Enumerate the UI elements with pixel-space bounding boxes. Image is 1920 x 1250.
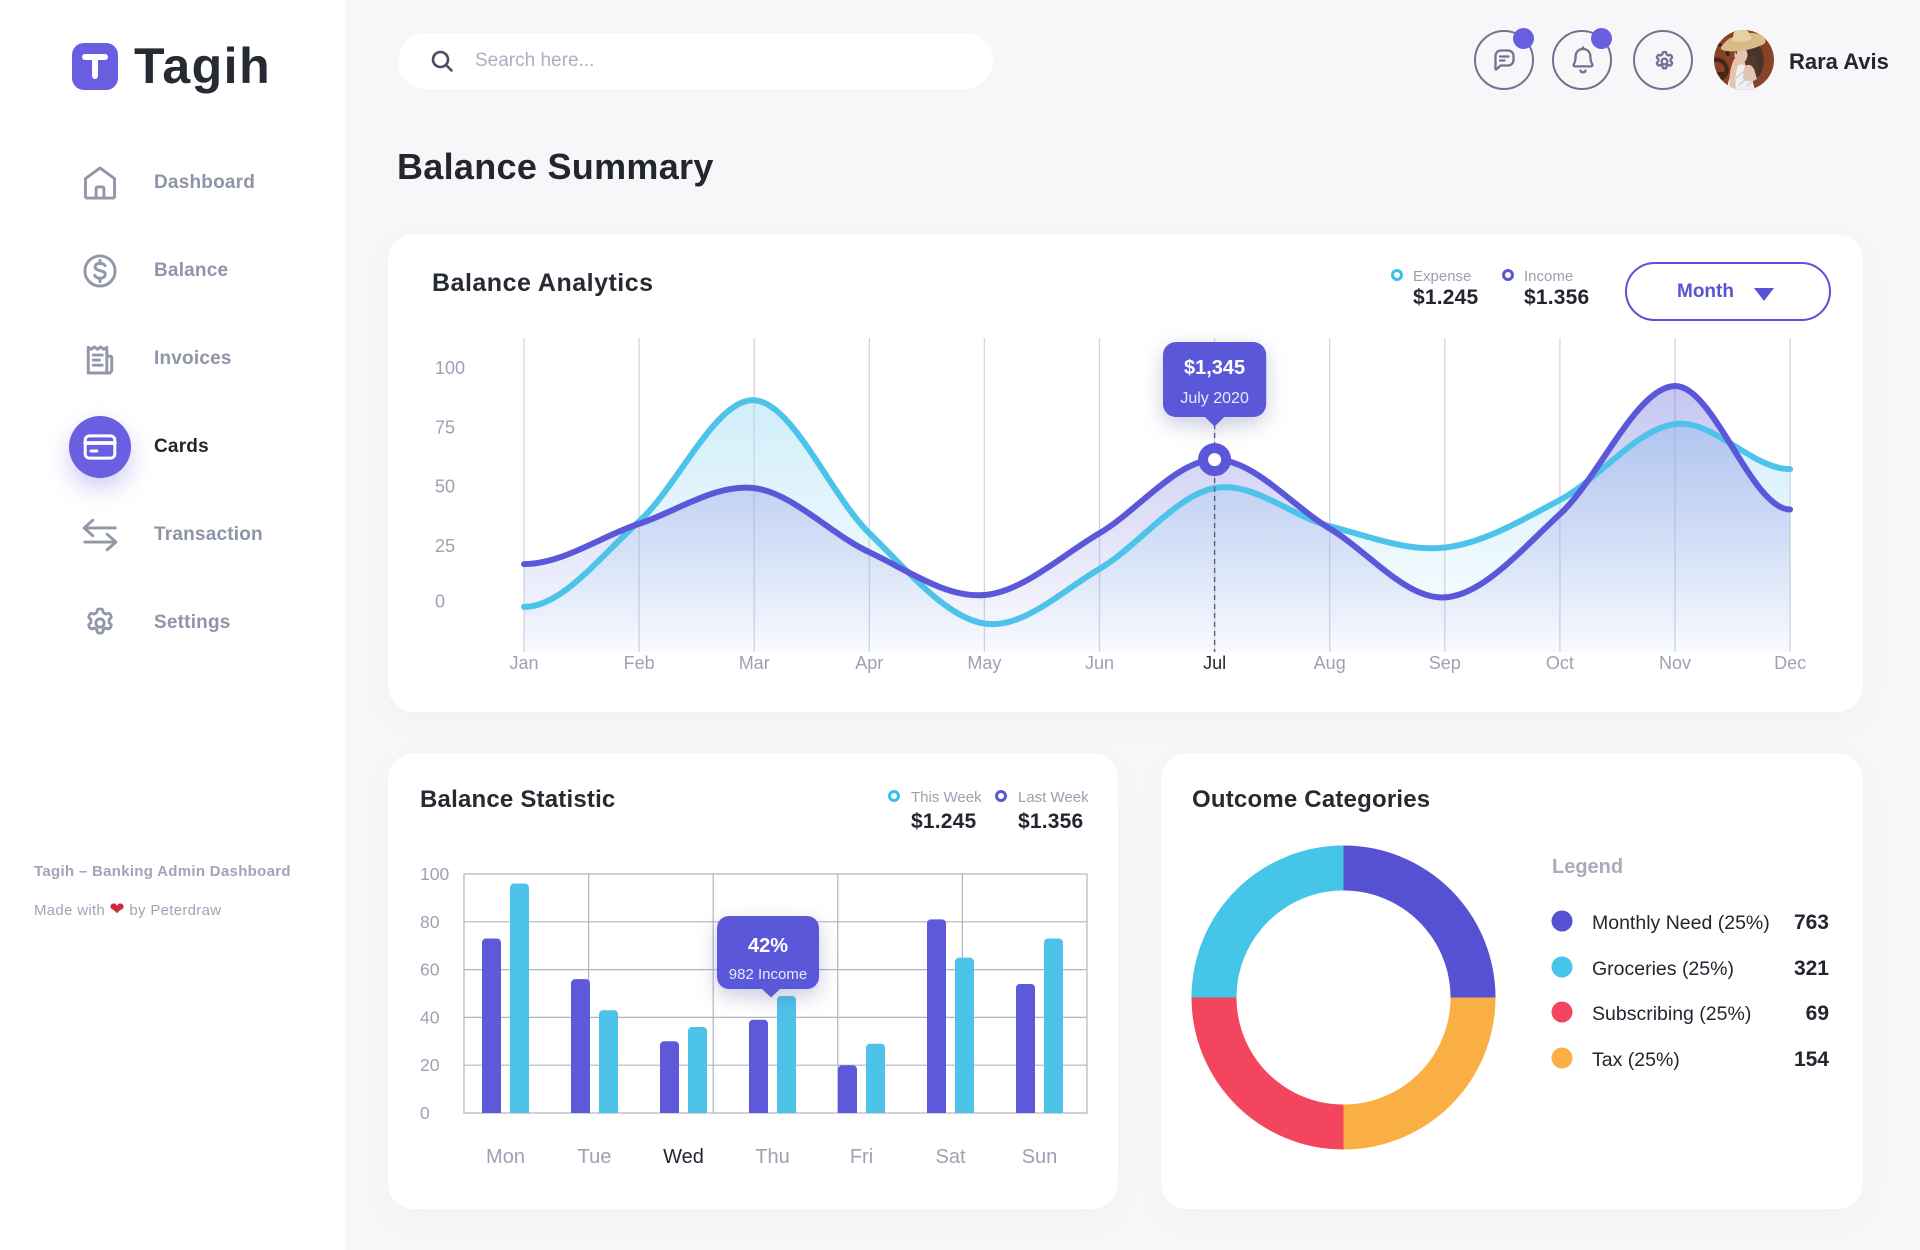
svg-text:Jan: Jan xyxy=(509,653,538,673)
svg-text:80: 80 xyxy=(420,912,440,932)
svg-text:Oct: Oct xyxy=(1546,653,1574,673)
svg-text:Nov: Nov xyxy=(1659,653,1691,673)
svg-text:Tue: Tue xyxy=(578,1146,612,1168)
svg-text:Fri: Fri xyxy=(850,1146,873,1168)
svg-text:100: 100 xyxy=(420,864,449,884)
svg-text:0: 0 xyxy=(420,1103,430,1123)
svg-text:154: 154 xyxy=(1794,1048,1829,1071)
svg-text:Sat: Sat xyxy=(935,1146,965,1168)
svg-text:75: 75 xyxy=(435,417,455,437)
svg-text:Mar: Mar xyxy=(739,653,770,673)
svg-text:Aug: Aug xyxy=(1314,653,1346,673)
svg-text:Sun: Sun xyxy=(1022,1146,1058,1168)
svg-text:60: 60 xyxy=(420,960,440,980)
svg-text:25: 25 xyxy=(435,536,455,556)
svg-text:Thu: Thu xyxy=(755,1146,789,1168)
svg-text:$1,345: $1,345 xyxy=(1184,357,1245,379)
svg-text:Feb: Feb xyxy=(624,653,655,673)
svg-text:Mon: Mon xyxy=(486,1146,525,1168)
svg-text:Wed: Wed xyxy=(663,1146,704,1168)
svg-text:Legend: Legend xyxy=(1552,856,1623,878)
svg-text:50: 50 xyxy=(435,477,455,497)
svg-text:July 2020: July 2020 xyxy=(1180,390,1249,407)
svg-text:Dec: Dec xyxy=(1774,653,1806,673)
svg-text:Jul: Jul xyxy=(1203,653,1226,673)
svg-text:20: 20 xyxy=(420,1055,440,1075)
svg-text:Subscribing (25%): Subscribing (25%) xyxy=(1592,1003,1751,1025)
svg-text:Apr: Apr xyxy=(855,653,883,673)
svg-text:982 Income: 982 Income xyxy=(729,966,807,983)
svg-text:100: 100 xyxy=(435,358,465,378)
svg-text:40: 40 xyxy=(420,1007,440,1027)
svg-text:Sep: Sep xyxy=(1429,653,1461,673)
svg-text:May: May xyxy=(967,653,1001,673)
svg-text:69: 69 xyxy=(1806,1002,1829,1025)
svg-text:Tax (25%): Tax (25%) xyxy=(1592,1049,1680,1071)
svg-text:Groceries (25%): Groceries (25%) xyxy=(1592,958,1734,980)
svg-text:42%: 42% xyxy=(748,935,788,957)
svg-text:0: 0 xyxy=(435,592,445,612)
svg-text:Jun: Jun xyxy=(1085,653,1114,673)
svg-text:Monthly Need (25%): Monthly Need (25%) xyxy=(1592,912,1770,934)
svg-text:321: 321 xyxy=(1794,957,1829,980)
svg-text:763: 763 xyxy=(1794,911,1829,934)
